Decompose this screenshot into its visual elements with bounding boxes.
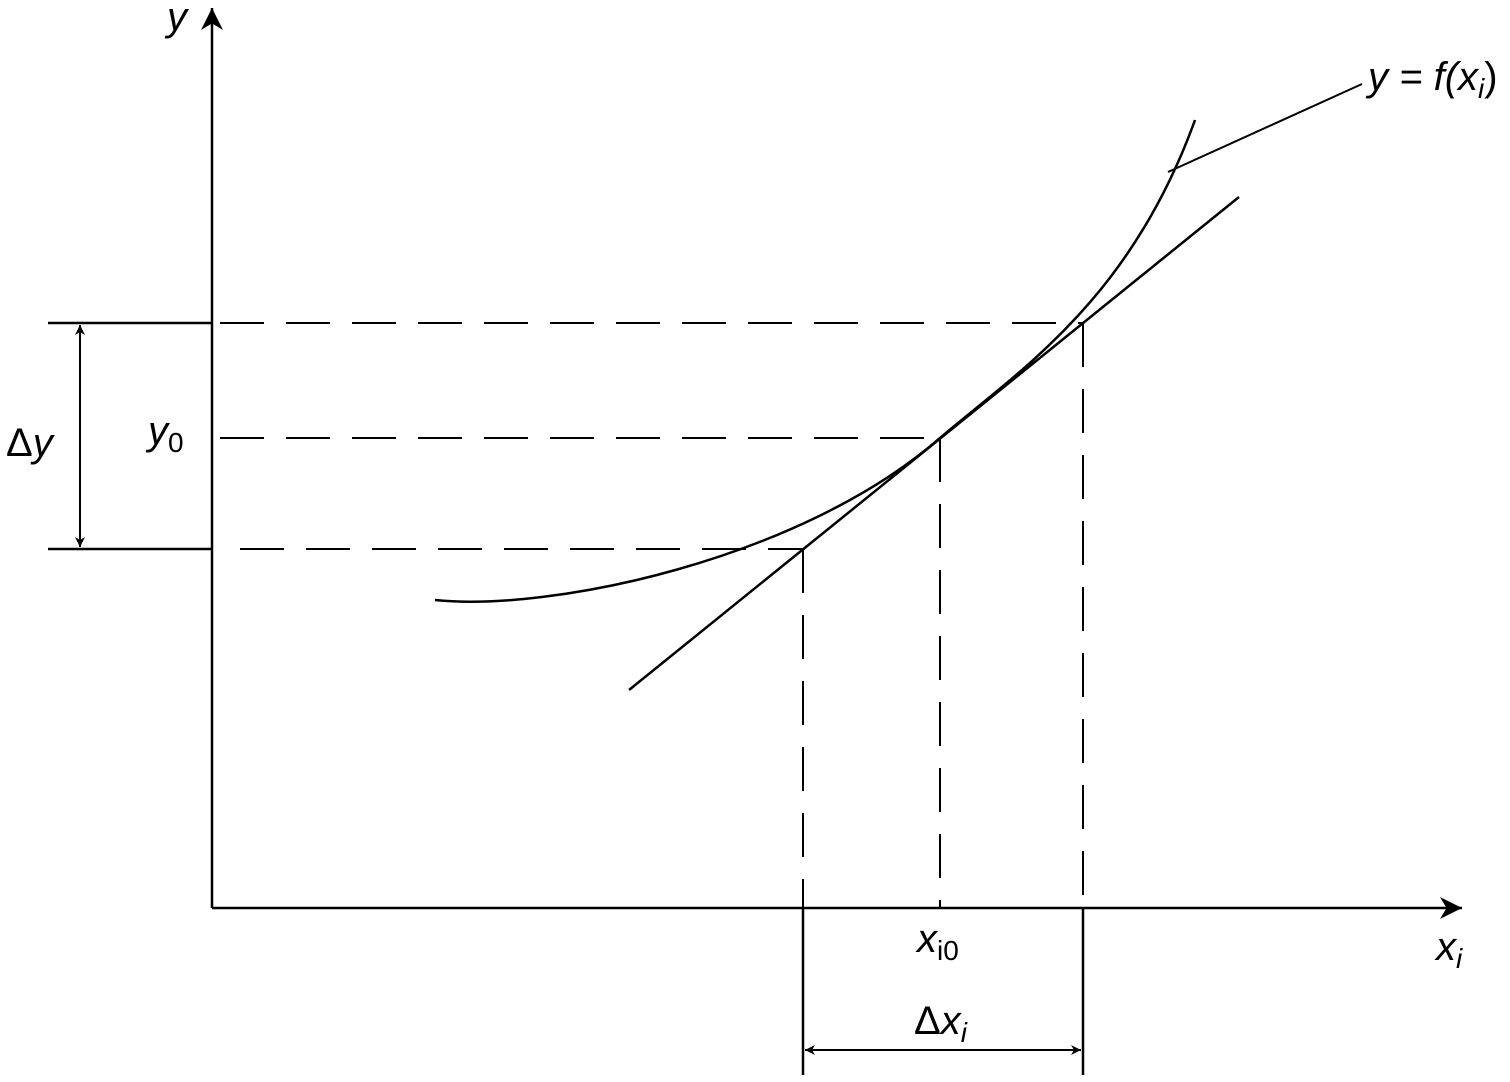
label-main: y <box>30 421 56 465</box>
delta-y-label: Δy <box>6 421 56 465</box>
label-main: y <box>145 409 171 453</box>
label-sub: 0 <box>168 427 184 458</box>
function-curve <box>434 119 1197 603</box>
label-main: y = f(x <box>1365 55 1480 99</box>
label-sub: i <box>1456 943 1463 974</box>
y-axis-label: y <box>164 0 190 39</box>
label-delta: Δ <box>6 421 33 465</box>
label-main: x <box>939 999 963 1043</box>
delta-x-label: Δxi <box>914 999 968 1048</box>
leader-line <box>1167 83 1363 173</box>
label-main: x <box>1434 925 1458 969</box>
y0-label: y0 <box>145 409 184 458</box>
label-after: ) <box>1484 55 1497 99</box>
label-sub: i0 <box>937 935 959 966</box>
xi0-label: xi0 <box>915 917 959 966</box>
label-main: x <box>915 917 939 961</box>
label-delta: Δ <box>914 999 941 1043</box>
curve-label: y = f(xi) <box>1365 55 1498 104</box>
x-axis-label: xi <box>1434 925 1463 974</box>
label-sub: i <box>961 1017 968 1048</box>
label-sub: i <box>1478 73 1485 104</box>
